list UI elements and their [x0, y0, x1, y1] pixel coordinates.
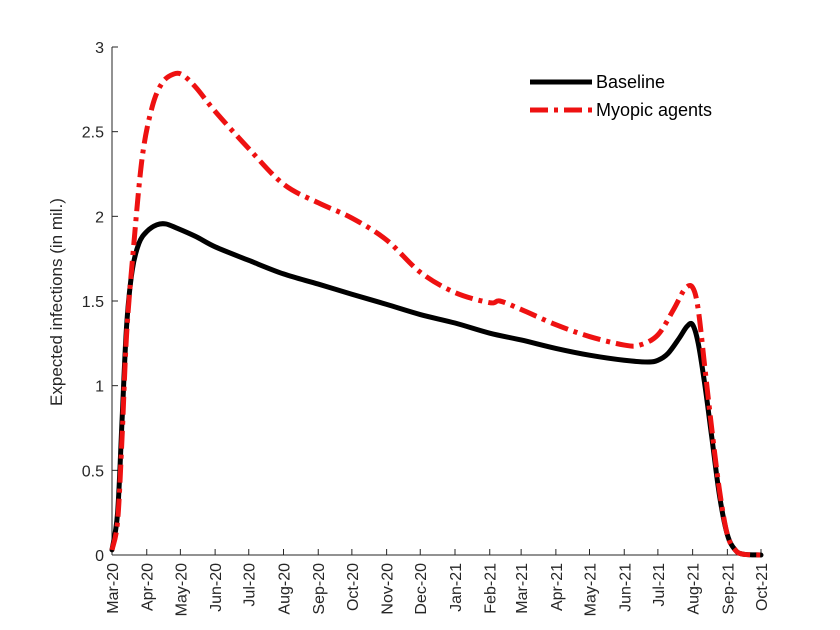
x-tick-label: May-20	[173, 563, 190, 616]
x-tick-label: Jan-21	[448, 563, 465, 612]
x-tick-label: Aug-21	[686, 563, 703, 615]
y-tick-label: 1.5	[82, 294, 104, 311]
x-tick-label: Apr-20	[140, 563, 157, 611]
x-tick-label: Dec-20	[413, 563, 430, 615]
y-tick-label: 2	[95, 209, 104, 226]
x-tick-label: Nov-20	[380, 563, 397, 615]
axes: 0 0.5 1 1.5 2 2.5 3 Mar-20 Apr-20 May-20 Jun-20 Jul…	[82, 40, 771, 616]
x-tick-label: Mar-20	[105, 563, 122, 614]
x-tick-label: Sep-21	[720, 563, 737, 615]
legend-label: Baseline	[596, 72, 665, 92]
x-tick-label: Aug-20	[276, 563, 293, 615]
series-line-baseline	[109, 221, 764, 558]
legend: Baseline Myopic agents	[530, 72, 712, 120]
x-tick-label: Jun-21	[617, 563, 634, 612]
x-tick-label: Jun-20	[208, 563, 225, 612]
x-tick-label: Oct-21	[754, 563, 771, 611]
x-tick-label: Feb-21	[483, 563, 500, 614]
y-axis-label: Expected infections (in mil.)	[47, 198, 66, 406]
x-tick-label: Jul-20	[242, 563, 259, 607]
x-tick-label: Mar-21	[514, 563, 531, 614]
series-line-myopic-agents	[109, 70, 762, 558]
x-tick-label: Oct-20	[345, 563, 362, 611]
x-tick-label: May-21	[583, 563, 600, 616]
x-tick-label: Jul-21	[651, 563, 668, 607]
y-tick-label: 0.5	[82, 463, 104, 480]
x-tick-label: Sep-20	[311, 563, 328, 615]
y-tick-label: 3	[95, 40, 104, 57]
series-layer	[109, 70, 764, 558]
y-tick-label: 2.5	[82, 125, 104, 142]
y-tick-label: 0	[95, 548, 104, 565]
y-tick-label: 1	[95, 379, 104, 396]
x-tick-label: Apr-21	[549, 563, 566, 611]
legend-label: Myopic agents	[596, 100, 712, 120]
